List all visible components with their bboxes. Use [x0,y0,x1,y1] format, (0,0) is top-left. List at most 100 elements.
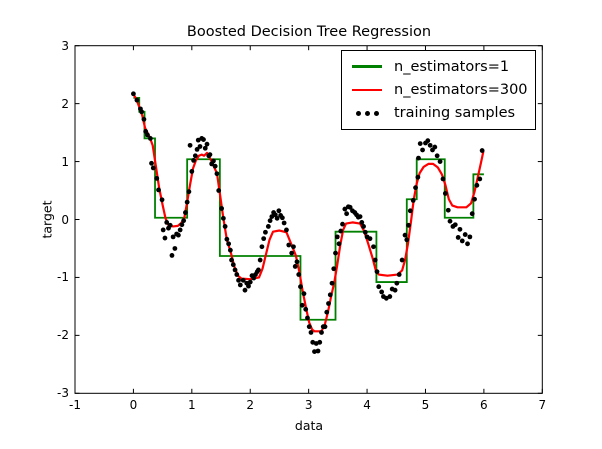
training-sample-dot [211,158,216,164]
training-sample-dot [276,208,282,214]
training-sample-dot [247,279,253,285]
training-sample-dot [303,306,309,312]
training-sample-dot [230,262,236,268]
training-sample-dot [294,259,300,265]
training-sample-dot [204,141,210,147]
training-sample-dot [376,284,382,290]
x-axis-label: data [294,418,324,433]
training-sample-dot [191,158,196,163]
training-sample-dot [392,287,398,293]
training-sample-dot [308,330,314,335]
x-tick-label: 4 [363,398,371,412]
training-sample-dot [329,280,335,286]
axes-frame [74,45,543,394]
training-sample-dot [207,152,213,158]
training-sample-dot [265,224,271,229]
training-sample-dot [322,324,328,330]
training-sample-dot [257,257,263,263]
legend-label: training samples [394,105,516,122]
training-sample-dot [159,197,165,203]
training-sample-dot [452,222,458,228]
training-sample-dot [167,222,173,228]
legend: n_estimators=1 n_estimators=300 training… [341,50,536,130]
training-sample-dot [440,176,446,182]
training-sample-dot [413,185,418,191]
training-sample-dot [410,197,416,203]
training-sample-dot [442,191,448,196]
training-sample-dot [357,214,363,220]
training-sample-dot [402,232,408,238]
training-sample-dot [394,280,400,286]
training-sample-dot [145,132,150,138]
legend-entry-training-samples: training samples [352,102,527,125]
y-tick-label: 0 [61,212,69,227]
y-tick-label: 1 [61,154,69,169]
training-sample-dot [216,188,222,193]
training-sample-dot [150,165,156,171]
training-sample-dot [212,163,218,169]
training-sample-dot [327,292,333,298]
x-tick-label: 2 [246,398,255,412]
training-sample-dot [342,206,348,212]
legend-label: n_estimators=300 [394,81,528,98]
training-sample-dot [331,266,337,272]
training-sample-dot [334,234,340,240]
training-sample-dot [371,244,376,250]
training-sample-dot [437,159,443,164]
training-sample-dot [465,241,470,247]
y-tick-label: 2 [61,96,69,111]
training-sample-dot [237,282,243,288]
x-tick-label: 0 [129,398,138,412]
training-sample-dot [224,236,230,242]
training-sample-dot [274,215,280,221]
training-sample-dot [404,237,410,243]
training-sample-dot [267,218,273,224]
training-sample-dot [240,277,246,283]
training-sample-dot [147,135,153,141]
training-sample-dot [179,222,185,228]
training-sample-dot [181,218,187,224]
training-sample-dot [169,253,175,258]
x-tick-label: 6 [480,398,488,412]
training-sample-dot [242,287,248,293]
training-sample-dot [154,175,160,181]
training-sample-dot [299,302,305,308]
training-sample-dot [427,142,433,148]
training-sample-dot [172,246,178,251]
training-sample-dot [324,309,330,315]
training-sample-dot [296,272,302,277]
training-sample-dot [406,222,411,228]
training-sample-dot [226,241,232,247]
chart-title: Boosted Decision Tree Regression [186,24,432,40]
training-sample-dot [184,199,190,205]
training-sample-dot [164,219,170,225]
training-sample-dot [182,210,188,215]
training-sample-dot [344,211,350,217]
training-sample-dot [229,257,234,263]
training-sample-dot [162,235,168,241]
training-sample-dot [194,147,200,152]
training-sample-dot [220,215,226,221]
training-sample-dot [416,155,421,161]
y-tick-label: 3 [61,38,69,53]
training-sample-dot [361,224,366,229]
training-sample-dot [289,250,295,256]
training-sample-dot [434,153,440,159]
training-sample-dot [319,330,324,335]
legend-entry-estimators-300: n_estimators=300 [352,78,528,101]
training-sample-dot [417,141,423,147]
training-sample-dot [340,221,345,227]
training-sample-dot [467,234,473,240]
training-sample-dot [286,242,292,248]
training-sample-dot [379,289,385,295]
training-sample-dot [457,226,463,232]
training-sample-dot [219,206,225,211]
training-sample-dot [407,208,413,214]
training-sample-dot [197,144,203,149]
training-sample-dot [187,142,193,148]
training-sample-dot [306,324,312,330]
y-tick-label: -2 [57,328,69,343]
training-sample-dot [396,272,402,277]
